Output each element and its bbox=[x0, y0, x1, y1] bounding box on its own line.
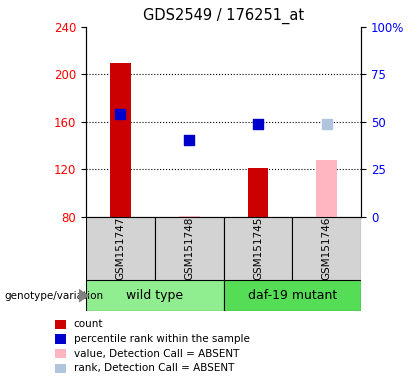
Text: wild type: wild type bbox=[126, 289, 184, 302]
Bar bbox=[110, 63, 131, 217]
Bar bbox=[55, 334, 66, 344]
Text: GSM151745: GSM151745 bbox=[253, 217, 263, 280]
Point bbox=[186, 137, 193, 143]
Text: GSM151748: GSM151748 bbox=[184, 217, 194, 280]
Bar bbox=[55, 320, 66, 329]
Bar bbox=[248, 168, 268, 217]
Text: daf-19 mutant: daf-19 mutant bbox=[248, 289, 337, 302]
Point bbox=[255, 121, 261, 127]
Text: GSM151747: GSM151747 bbox=[116, 217, 126, 280]
Text: GSM151746: GSM151746 bbox=[322, 217, 332, 280]
Bar bbox=[86, 280, 224, 311]
Bar bbox=[86, 217, 155, 280]
Text: value, Detection Call = ABSENT: value, Detection Call = ABSENT bbox=[74, 349, 239, 359]
Bar bbox=[55, 349, 66, 358]
Title: GDS2549 / 176251_at: GDS2549 / 176251_at bbox=[143, 8, 304, 24]
Text: count: count bbox=[74, 319, 103, 329]
Bar bbox=[317, 160, 337, 217]
Point bbox=[117, 111, 124, 117]
Bar bbox=[224, 280, 361, 311]
Point bbox=[323, 121, 330, 127]
Bar bbox=[224, 217, 292, 280]
Bar bbox=[179, 216, 199, 217]
Text: percentile rank within the sample: percentile rank within the sample bbox=[74, 334, 249, 344]
Bar bbox=[155, 217, 224, 280]
Bar bbox=[55, 364, 66, 373]
Bar bbox=[292, 217, 361, 280]
Text: rank, Detection Call = ABSENT: rank, Detection Call = ABSENT bbox=[74, 363, 234, 373]
Polygon shape bbox=[79, 289, 89, 303]
Text: genotype/variation: genotype/variation bbox=[4, 291, 103, 301]
